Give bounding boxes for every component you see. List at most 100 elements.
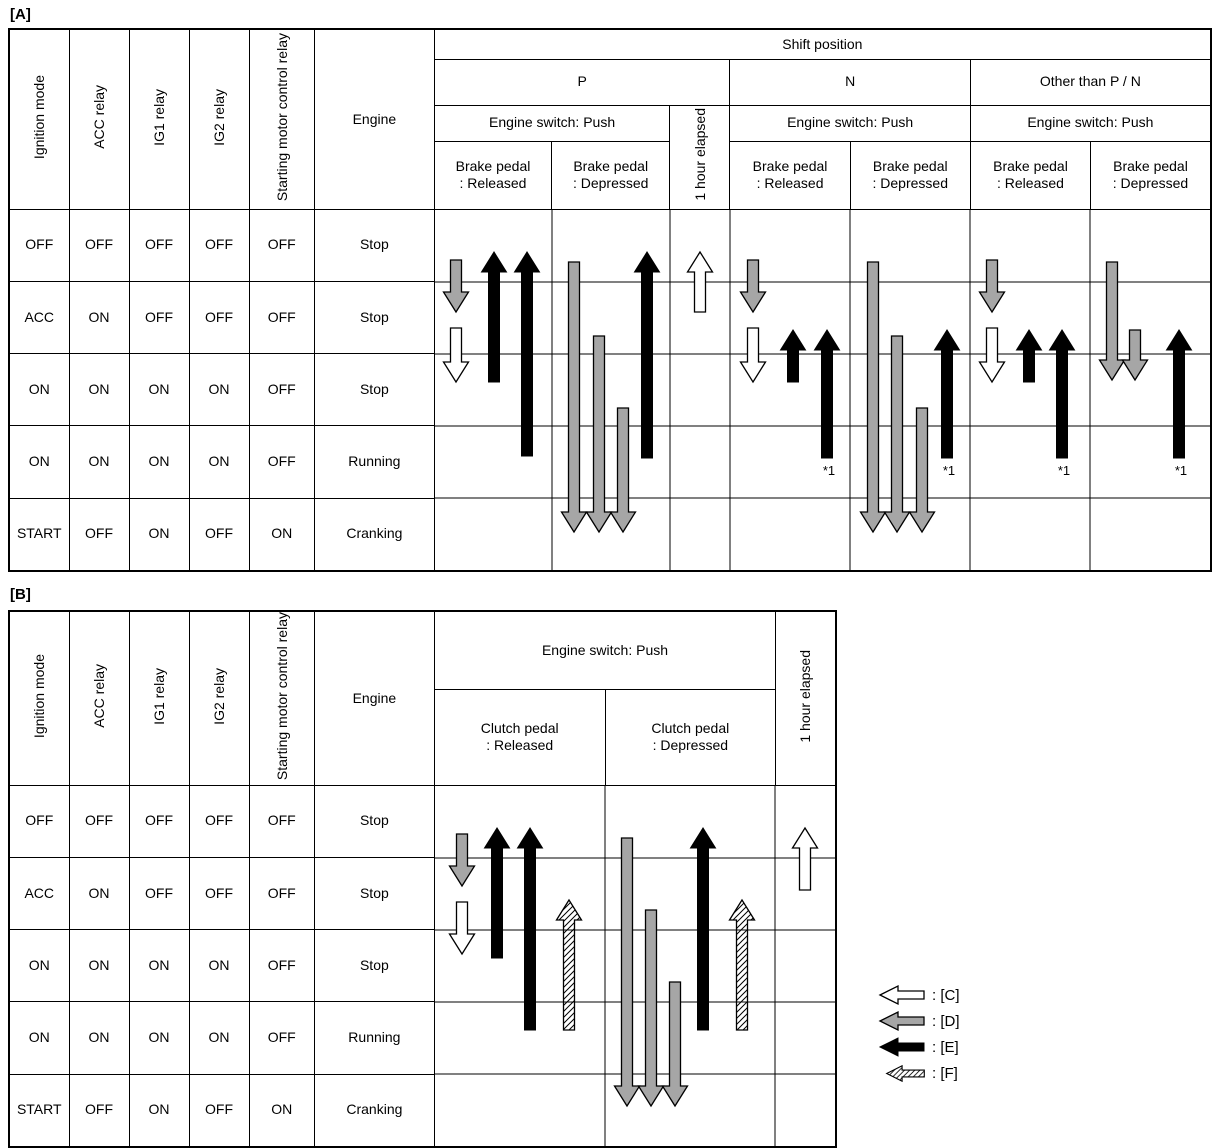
ignition-mode-cell: OFF bbox=[8, 208, 70, 282]
arrow-footnote: *1 bbox=[1175, 463, 1187, 478]
ignition-mode-cell: ACC bbox=[8, 856, 70, 931]
header-acc-relay: ACC relay bbox=[68, 28, 130, 210]
gray-down-arrow-icon bbox=[637, 908, 665, 1107]
gray-down-arrow-icon bbox=[585, 334, 613, 533]
white-outline-down-arrow-icon bbox=[448, 900, 476, 955]
header-ig1-relay: IG1 relay bbox=[128, 610, 190, 786]
arrow-footnote: *1 bbox=[943, 463, 955, 478]
black-up-arrow-icon bbox=[933, 328, 961, 458]
engine-state-cell: Stop bbox=[313, 856, 435, 931]
ignition-mode-cell: ACC bbox=[8, 280, 70, 355]
black-up-arrow-icon bbox=[1165, 328, 1193, 458]
gray-down-arrow-icon bbox=[613, 836, 641, 1107]
table-a-label: [A] bbox=[10, 6, 31, 23]
hatched-left-arrow-icon bbox=[885, 1064, 925, 1082]
engine-state-cell: Stop bbox=[313, 280, 435, 355]
legend: : [C] : [D] : [E] : [F] bbox=[876, 984, 960, 1088]
black-up-arrow-icon bbox=[516, 826, 544, 1031]
ig2-relay-cell: OFF bbox=[188, 784, 250, 858]
white-outline-down-arrow-icon bbox=[739, 326, 767, 383]
table-a-chart: *1 *1 *1 *1 bbox=[435, 209, 1210, 570]
black-up-arrow-icon bbox=[689, 826, 717, 1031]
header-one-hour-elapsed: 1 hour elapsed bbox=[669, 104, 731, 210]
legend-arrowbox bbox=[876, 1036, 926, 1058]
header-ig2-relay: IG2 relay bbox=[188, 610, 250, 786]
header-engine-switch-push-other: Engine switch: Push bbox=[969, 104, 1212, 142]
gray-down-arrow-icon bbox=[609, 406, 637, 533]
ignition-mode-cell: OFF bbox=[8, 784, 70, 858]
legend-item-e: : [E] bbox=[876, 1036, 960, 1058]
header-engine-switch-push-p: Engine switch: Push bbox=[433, 104, 671, 142]
starter-relay-cell: OFF bbox=[248, 208, 315, 282]
ig2-relay-cell: OFF bbox=[188, 497, 250, 572]
legend-label-d: : [D] bbox=[932, 1012, 960, 1030]
white-outline-down-arrow-icon bbox=[442, 326, 470, 383]
ig2-relay-cell: OFF bbox=[188, 1073, 250, 1148]
ignition-mode-cell: ON bbox=[8, 1001, 70, 1075]
starter-relay-cell: ON bbox=[248, 1073, 315, 1148]
ig2-relay-cell: ON bbox=[188, 353, 250, 427]
starter-relay-cell: OFF bbox=[248, 280, 315, 355]
header-ig2-relay-label: IG2 relay bbox=[210, 667, 227, 725]
header-brake-depressed-p: Brake pedal : Depressed bbox=[551, 140, 671, 210]
gray-down-arrow-icon bbox=[859, 260, 887, 533]
acc-relay-cell: ON bbox=[68, 856, 130, 931]
white-outline-up-arrow-icon bbox=[791, 826, 819, 891]
gray-left-arrow-icon bbox=[878, 1010, 925, 1032]
header-clutch-released: Clutch pedal : Released bbox=[433, 689, 606, 786]
header-shift-n: N bbox=[729, 58, 971, 106]
legend-label-c: : [C] bbox=[932, 986, 960, 1004]
black-left-arrow-icon bbox=[878, 1037, 925, 1057]
ig1-relay-cell: OFF bbox=[128, 856, 190, 931]
header-ig2-relay-label: IG2 relay bbox=[210, 88, 227, 146]
ig1-relay-cell: OFF bbox=[128, 784, 190, 858]
header-engine-switch-push: Engine switch: Push bbox=[433, 610, 777, 691]
ig2-relay-cell: OFF bbox=[188, 280, 250, 355]
engine-state-cell: Stop bbox=[313, 929, 435, 1003]
ig1-relay-cell: ON bbox=[128, 353, 190, 427]
header-ig1-relay-label: IG1 relay bbox=[150, 667, 167, 725]
ignition-mode-cell: ON bbox=[8, 353, 70, 427]
header-ignition-mode-label: Ignition mode bbox=[31, 654, 48, 739]
starter-relay-cell: ON bbox=[248, 497, 315, 572]
black-up-arrow-icon bbox=[483, 826, 511, 959]
header-engine-switch-push-n: Engine switch: Push bbox=[729, 104, 971, 142]
header-ignition-mode: Ignition mode bbox=[8, 610, 70, 786]
ig2-relay-cell: ON bbox=[188, 1001, 250, 1075]
black-up-arrow-icon bbox=[633, 250, 661, 458]
table-a: Ignition mode ACC relay IG1 relay IG2 re… bbox=[8, 28, 1212, 572]
ig1-relay-cell: ON bbox=[128, 497, 190, 572]
black-up-arrow-icon bbox=[1048, 328, 1076, 458]
header-brake-depressed-n: Brake pedal : Depressed bbox=[849, 140, 971, 210]
header-starter-relay: Starting motor control relay bbox=[248, 28, 315, 210]
engine-state-cell: Stop bbox=[313, 208, 435, 282]
header-acc-relay-label: ACC relay bbox=[90, 85, 107, 149]
legend-item-f: : [F] bbox=[876, 1062, 960, 1084]
engine-state-cell: Cranking bbox=[313, 1073, 435, 1148]
header-acc-relay-label: ACC relay bbox=[90, 664, 107, 728]
header-brake-released-p: Brake pedal : Released bbox=[433, 140, 553, 210]
gray-down-arrow-icon bbox=[442, 258, 470, 313]
white-left-arrow-icon bbox=[878, 984, 925, 1006]
gray-down-arrow-icon bbox=[908, 406, 936, 533]
engine-state-cell: Running bbox=[313, 425, 435, 499]
ig2-relay-cell: ON bbox=[188, 425, 250, 499]
acc-relay-cell: ON bbox=[68, 353, 130, 427]
acc-relay-cell: ON bbox=[68, 280, 130, 355]
header-engine: Engine bbox=[313, 610, 435, 786]
arrow-footnote: *1 bbox=[1058, 463, 1070, 478]
acc-relay-cell: OFF bbox=[68, 784, 130, 858]
header-starter-relay: Starting motor control relay bbox=[248, 610, 315, 786]
gray-down-arrow-icon bbox=[1121, 328, 1149, 381]
acc-relay-cell: OFF bbox=[68, 208, 130, 282]
header-ig1-relay-label: IG1 relay bbox=[150, 88, 167, 146]
ig1-relay-cell: OFF bbox=[128, 280, 190, 355]
acc-relay-cell: OFF bbox=[68, 1073, 130, 1148]
ignition-mode-cell: ON bbox=[8, 929, 70, 1003]
black-up-arrow-icon bbox=[779, 328, 807, 382]
starter-relay-cell: OFF bbox=[248, 425, 315, 499]
hatched-up-arrow-icon bbox=[728, 898, 756, 1031]
gray-down-arrow-icon bbox=[978, 258, 1006, 313]
legend-arrowbox bbox=[876, 1010, 926, 1032]
starter-relay-cell: OFF bbox=[248, 784, 315, 858]
